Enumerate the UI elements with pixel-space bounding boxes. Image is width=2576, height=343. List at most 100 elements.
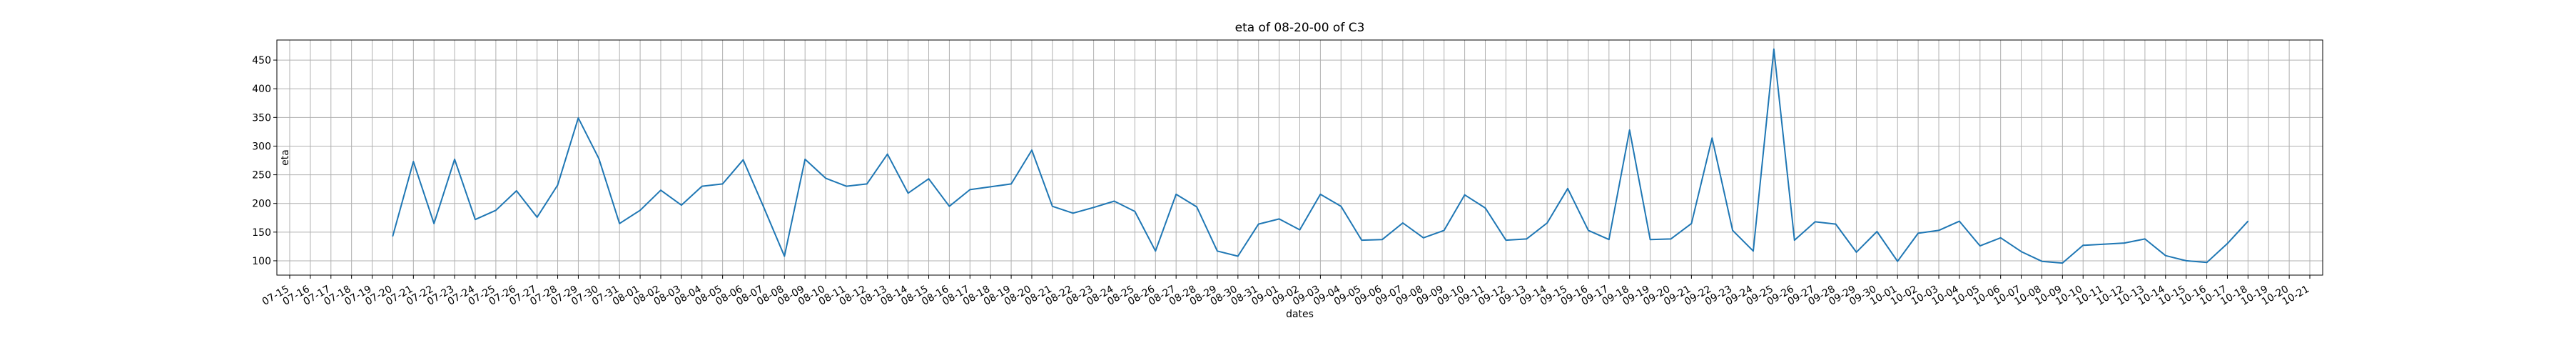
data-point xyxy=(433,222,435,224)
data-point xyxy=(701,185,703,187)
x-axis-label: dates xyxy=(1286,309,1314,320)
data-point xyxy=(1155,250,1157,252)
data-point xyxy=(742,159,744,161)
data-point xyxy=(1443,229,1445,232)
data-point xyxy=(1690,222,1693,224)
data-point xyxy=(1773,48,1775,50)
data-point xyxy=(1257,223,1259,225)
data-point xyxy=(475,219,476,221)
data-point xyxy=(1381,239,1383,241)
data-point xyxy=(1484,207,1486,209)
y-tick-label: 400 xyxy=(252,84,271,95)
data-point xyxy=(721,183,724,185)
data-point xyxy=(1278,218,1280,220)
data-point xyxy=(784,255,786,257)
data-point xyxy=(2103,243,2105,245)
data-point xyxy=(825,177,826,179)
y-tick-label: 150 xyxy=(252,227,271,239)
data-point xyxy=(2164,254,2166,257)
data-point xyxy=(1546,222,1548,224)
data-point xyxy=(928,178,930,180)
data-point xyxy=(1979,245,1981,247)
data-point xyxy=(1855,252,1857,253)
y-tick-label: 350 xyxy=(252,112,271,124)
data-point xyxy=(1072,212,1074,214)
data-point xyxy=(1588,229,1589,232)
data-point xyxy=(1010,183,1012,185)
data-point xyxy=(1113,200,1115,202)
data-point xyxy=(1732,229,1734,232)
data-point xyxy=(1567,187,1568,189)
data-point xyxy=(660,189,661,192)
data-point xyxy=(1526,238,1528,240)
y-tick-label: 300 xyxy=(252,141,271,152)
chart-title: eta of 08-20-00 of C3 xyxy=(1235,21,1365,35)
data-point xyxy=(1402,222,1404,224)
data-point xyxy=(1299,229,1301,231)
data-point xyxy=(1319,194,1322,195)
data-point xyxy=(577,117,579,119)
data-point xyxy=(1505,239,1507,241)
y-tick-label: 250 xyxy=(252,170,271,182)
data-point xyxy=(1031,149,1033,151)
data-point xyxy=(2185,260,2187,262)
data-point xyxy=(1917,232,1920,234)
data-point xyxy=(1175,194,1177,195)
y-axis: 100 150 200 250 300 350 400 450 xyxy=(252,55,277,267)
data-point xyxy=(1092,207,1095,209)
data-point xyxy=(1051,205,1053,207)
data-point xyxy=(1628,129,1631,131)
data-point xyxy=(2247,220,2249,222)
data-point xyxy=(2124,242,2125,244)
data-point xyxy=(1196,206,1197,208)
data-point xyxy=(2062,262,2064,264)
data-point xyxy=(866,183,868,185)
data-point xyxy=(495,209,497,212)
data-point xyxy=(1835,223,1837,225)
data-point xyxy=(681,204,682,206)
series-layer xyxy=(392,48,2249,264)
data-point xyxy=(948,205,950,207)
data-point xyxy=(1237,255,1239,257)
data-point xyxy=(846,185,847,187)
data-point xyxy=(598,158,600,160)
data-point xyxy=(1959,220,1960,222)
y-tick-label: 100 xyxy=(252,256,271,267)
data-point xyxy=(763,207,765,209)
data-point xyxy=(886,153,888,155)
data-point xyxy=(1464,194,1466,196)
data-point xyxy=(536,217,538,218)
data-point xyxy=(1670,238,1672,240)
data-point xyxy=(557,184,559,186)
data-point xyxy=(1999,237,2002,239)
y-tick-label: 450 xyxy=(252,55,271,66)
y-tick-label: 200 xyxy=(252,199,271,210)
data-point xyxy=(1134,211,1136,212)
data-point xyxy=(1217,250,1218,252)
data-point xyxy=(1753,250,1754,252)
data-point xyxy=(1422,237,1424,239)
data-point xyxy=(1876,231,1878,232)
grid xyxy=(277,40,2323,275)
data-point xyxy=(907,192,909,194)
data-point xyxy=(1361,239,1363,241)
data-point xyxy=(1938,229,1939,232)
data-point xyxy=(515,190,517,192)
data-point xyxy=(990,186,992,188)
data-point xyxy=(1793,239,1795,241)
data-point xyxy=(2206,262,2208,264)
data-point xyxy=(1814,221,1816,223)
data-point xyxy=(1649,239,1651,241)
data-point xyxy=(2041,260,2043,262)
data-point xyxy=(619,222,621,224)
data-point xyxy=(804,159,806,160)
data-point xyxy=(1711,137,1713,139)
data-point xyxy=(2082,244,2084,247)
data-point xyxy=(639,209,641,212)
data-point xyxy=(454,159,455,160)
data-point xyxy=(2226,243,2228,244)
data-point xyxy=(1897,260,1899,262)
data-point xyxy=(969,189,971,191)
